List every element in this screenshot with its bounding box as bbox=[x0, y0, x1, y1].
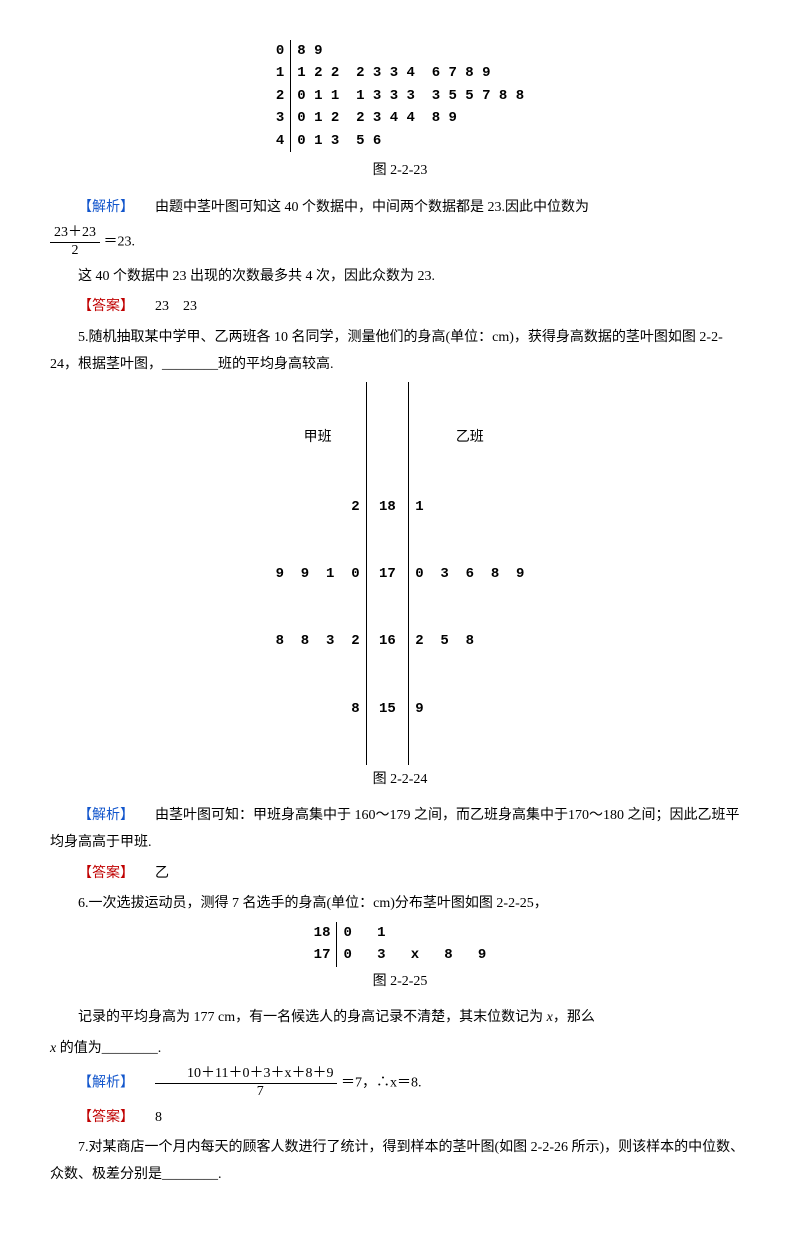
leaf-row: 1 2 2 2 3 3 4 6 7 8 9 bbox=[297, 62, 524, 84]
b2b-right: 0 3 6 8 9 bbox=[415, 563, 524, 585]
fraction-den: 2 bbox=[50, 243, 100, 260]
b2b-stem: 15 bbox=[371, 698, 405, 720]
q6b-b: ，那么 bbox=[553, 1010, 595, 1025]
leaf-row: 0 1 2 2 3 4 4 8 9 bbox=[297, 107, 524, 129]
b2b-left: 9 9 1 0 bbox=[276, 563, 360, 585]
stem-row: 3 bbox=[276, 107, 284, 129]
answer-1-text: 23 23 bbox=[155, 299, 197, 314]
fraction-num: 23＋23 bbox=[50, 225, 100, 243]
stem-row: 0 bbox=[276, 40, 284, 62]
b2b-right: 2 5 8 bbox=[415, 630, 524, 652]
fig23-caption: 图 2-2-23 bbox=[50, 158, 750, 185]
stem-row: 17 bbox=[314, 944, 331, 966]
fraction-3: 10＋11＋0＋3＋x＋8＋9 7 bbox=[155, 1066, 337, 1101]
b2b-stem: 18 bbox=[371, 496, 405, 518]
analysis-1-eq: 23＋23 2 ＝23. bbox=[50, 225, 750, 260]
stem-row: 4 bbox=[276, 130, 284, 152]
analysis-label: 【解析】 bbox=[78, 1076, 134, 1091]
analysis-1-text: 由题中茎叶图可知这 40 个数据中，中间两个数据都是 23.因此中位数为 bbox=[155, 200, 589, 215]
answer-label: 【答案】 bbox=[78, 299, 134, 314]
answer-1: 【答案】 23 23 bbox=[50, 294, 750, 321]
analysis-3: 【解析】 10＋11＋0＋3＋x＋8＋9 7 ＝7，∴x＝8. bbox=[50, 1066, 750, 1101]
b2b-stem: 16 bbox=[371, 630, 405, 652]
b2b-stem: 17 bbox=[371, 563, 405, 585]
fig24-header-right: 乙班 bbox=[415, 427, 524, 449]
answer-2: 【答案】 乙 bbox=[50, 861, 750, 888]
question-7: 7.对某商店一个月内每天的顾客人数进行了统计，得到样本的茎叶图(如图 2-2-2… bbox=[50, 1135, 750, 1188]
fig25-caption: 图 2-2-25 bbox=[50, 969, 750, 996]
fig24-header-left: 甲班 bbox=[276, 427, 360, 449]
stem-row: 2 bbox=[276, 85, 284, 107]
question-6b: 记录的平均身高为 177 cm，有一名候选人的身高记录不清楚，其末位数记为 x，… bbox=[50, 1005, 750, 1032]
q6b-a: 记录的平均身高为 177 cm，有一名候选人的身高记录不清楚，其末位数记为 bbox=[78, 1010, 547, 1025]
b2b-right: 1 bbox=[415, 496, 524, 518]
analysis-label: 【解析】 bbox=[78, 200, 134, 215]
question-6c: x 的值为________. bbox=[50, 1036, 750, 1063]
eq-result: ＝23. bbox=[104, 235, 136, 250]
answer-3: 【答案】 8 bbox=[50, 1105, 750, 1132]
analysis-label: 【解析】 bbox=[78, 808, 134, 823]
analysis-2: 【解析】 由茎叶图可知：甲班身高集中于 160～179 之间，而乙班身高集中于1… bbox=[50, 803, 750, 856]
answer-2-text: 乙 bbox=[155, 866, 169, 881]
fraction-den: 7 bbox=[155, 1084, 337, 1101]
q6b-c: 的值为________. bbox=[56, 1041, 161, 1056]
stem-leaf-fig-25: 18 17 0 1 0 3 x 8 9 bbox=[50, 922, 750, 967]
fraction-num: 10＋11＋0＋3＋x＋8＋9 bbox=[155, 1066, 337, 1084]
question-5: 5.随机抽取某中学甲、乙两班各 10 名同学，测量他们的身高(单位：cm)，获得… bbox=[50, 325, 750, 378]
answer-label: 【答案】 bbox=[78, 1110, 134, 1125]
stem-leaf-fig-24: 甲班 2 9 9 1 0 8 8 3 2 8 18 17 16 15 乙班 1 … bbox=[50, 382, 750, 765]
leaf-row: 0 1 bbox=[343, 922, 486, 944]
b2b-left: 8 8 3 2 bbox=[276, 630, 360, 652]
question-6: 6.一次选拔运动员，测得 7 名选手的身高(单位：cm)分布茎叶图如图 2-2-… bbox=[50, 891, 750, 918]
answer-3-text: 8 bbox=[155, 1110, 162, 1125]
b2b-left: 2 bbox=[276, 496, 360, 518]
b2b-left: 8 bbox=[276, 698, 360, 720]
fraction-1: 23＋23 2 bbox=[50, 225, 100, 260]
leaf-row: 0 3 x 8 9 bbox=[343, 944, 486, 966]
leaf-row: 0 1 3 5 6 bbox=[297, 130, 524, 152]
stem-leaf-fig-23: 0 1 2 3 4 8 9 1 2 2 2 3 3 4 6 7 8 9 0 1 … bbox=[50, 40, 750, 152]
leaf-row: 0 1 1 1 3 3 3 3 5 5 7 8 8 bbox=[297, 85, 524, 107]
stem-row: 1 bbox=[276, 62, 284, 84]
analysis-2-text: 由茎叶图可知：甲班身高集中于 160～179 之间，而乙班身高集中于170～18… bbox=[50, 808, 740, 850]
analysis-1c: 这 40 个数据中 23 出现的次数最多共 4 次，因此众数为 23. bbox=[50, 264, 750, 291]
leaf-row: 8 9 bbox=[297, 40, 524, 62]
analysis-3-eq: ＝7，∴x＝8. bbox=[341, 1076, 422, 1091]
answer-label: 【答案】 bbox=[78, 866, 134, 881]
b2b-right: 9 bbox=[415, 698, 524, 720]
analysis-1: 【解析】 由题中茎叶图可知这 40 个数据中，中间两个数据都是 23.因此中位数… bbox=[50, 195, 750, 222]
fig24-caption: 图 2-2-24 bbox=[50, 767, 750, 794]
stem-row: 18 bbox=[314, 922, 331, 944]
